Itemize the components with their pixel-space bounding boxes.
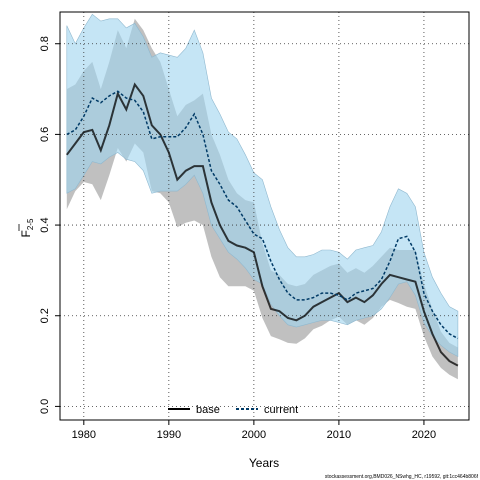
y-tick-label-0: 0.0: [39, 399, 51, 414]
y-axis-title-main: F: [19, 230, 33, 237]
y-tick-label-4: 0.8: [39, 36, 51, 51]
plot-frame: [59, 11, 470, 421]
legend: base current: [168, 404, 298, 416]
x-tick-label-1990: 1990: [157, 429, 181, 441]
x-tick-label-1980: 1980: [72, 429, 96, 441]
legend-label-current: current: [264, 404, 298, 416]
gridlines: [60, 12, 469, 420]
y-tick-label-2: 0.4: [39, 217, 51, 232]
y-axis-title-subscript: 2-5: [26, 218, 35, 230]
confidence-bands: [66, 13, 459, 380]
x-axis-title: Years: [249, 456, 279, 470]
x-tick-label-2020: 2020: [412, 429, 436, 441]
axes: 1980 1990 2000 2010 2020 0.0 0.2 0.4 0.6 0.8: [39, 11, 470, 441]
series-lines: [66, 82, 459, 367]
x-tick-label-2000: 2000: [242, 429, 266, 441]
band-current: [66, 13, 459, 357]
x-tick-label-2010: 2010: [327, 429, 351, 441]
y-axis-title: F2-5: [18, 218, 35, 237]
legend-label-base: base: [196, 404, 220, 416]
line-base: [66, 82, 459, 367]
line-current: [66, 90, 459, 340]
y-tick-label-1: 0.2: [39, 308, 51, 323]
footer-note: stockassessment.org,BMD026_NSwhg_HC, r19…: [325, 474, 479, 480]
svg-text:F2-5: F2-5: [19, 218, 35, 237]
y-tick-label-3: 0.6: [39, 127, 51, 142]
